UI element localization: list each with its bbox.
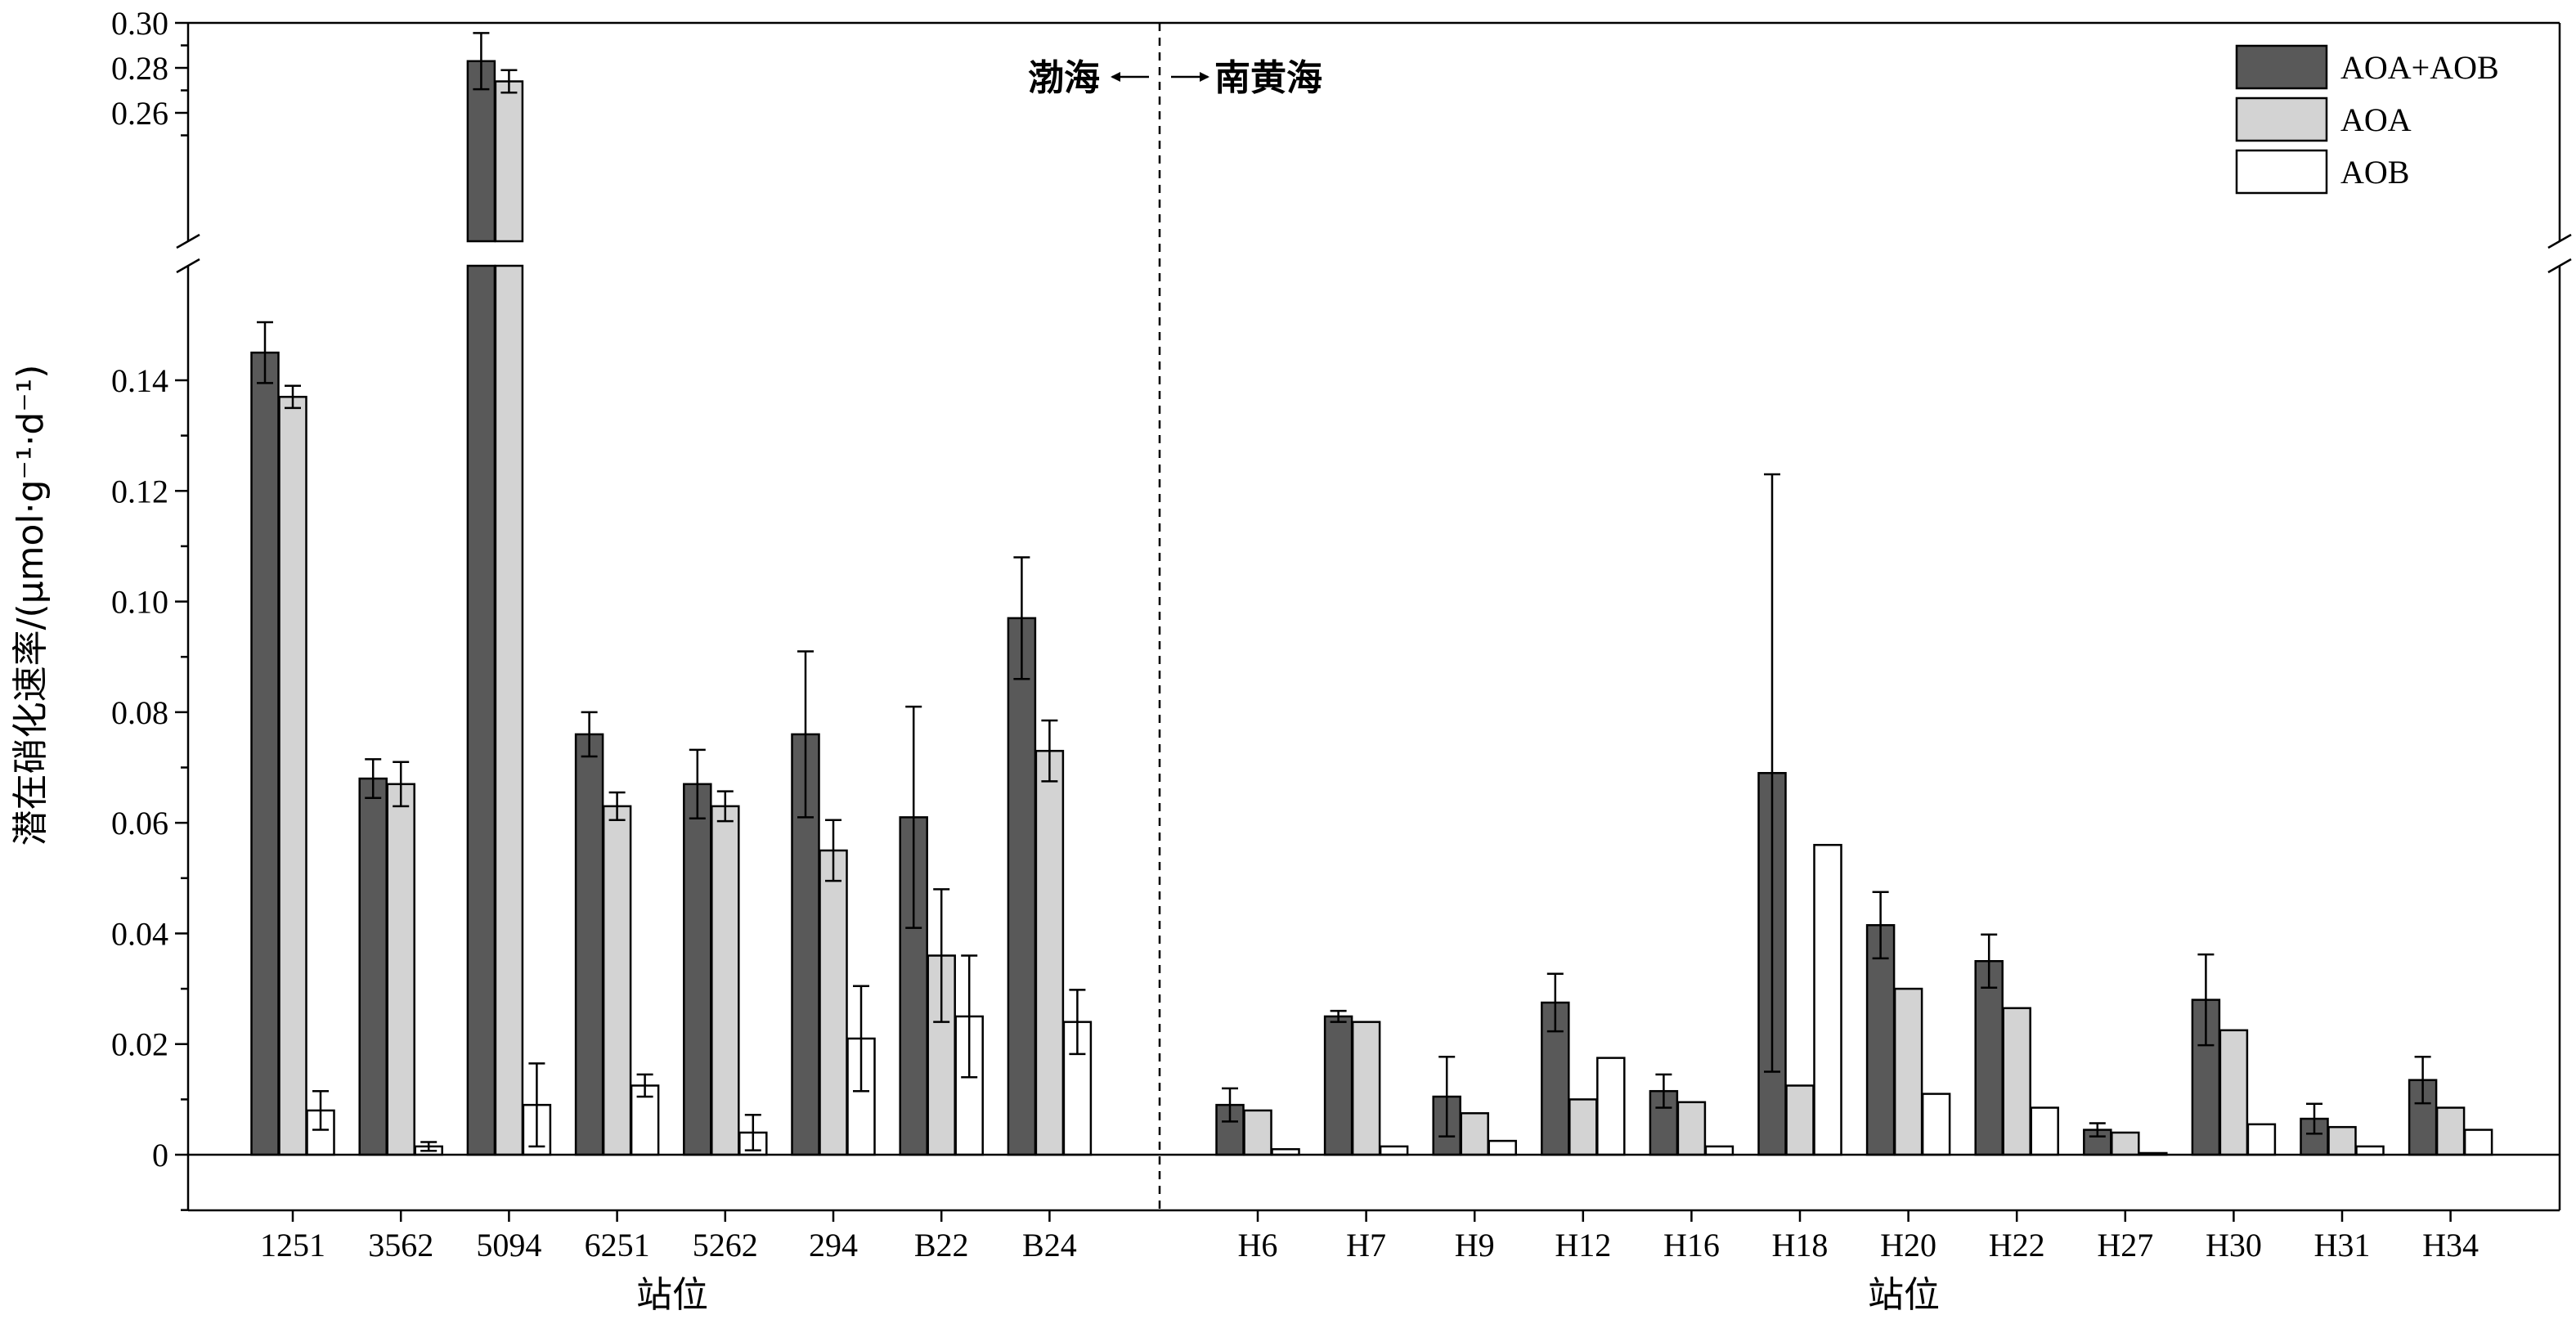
bar-aoa-h34 <box>2435 1106 2466 1156</box>
legend-label-aob: AOB <box>2340 154 2409 191</box>
x-tick-label-b22: B22 <box>914 1227 969 1263</box>
arrow-left-head <box>1111 72 1120 82</box>
bar-aoa-h20 <box>1893 987 1923 1156</box>
bar-aob-h12 <box>1596 1057 1626 1156</box>
bar-aoa-b24 <box>1034 749 1065 1156</box>
bar-aoa-h31 <box>2327 1125 2357 1156</box>
y-tick-0-14-label: 0.14 <box>111 362 168 399</box>
x-tick-label-5094: 5094 <box>476 1227 541 1263</box>
bar-aoa-h7 <box>1351 1021 1381 1156</box>
y-tick-0-26-label: 0.26 <box>111 95 168 132</box>
x-tick-label-3562: 3562 <box>368 1227 433 1263</box>
bar-aoa-aob-h7 <box>1323 1015 1353 1156</box>
bar-aoa-h16 <box>1676 1101 1707 1156</box>
bar-aob-h9 <box>1488 1139 1517 1156</box>
bar-aoa-h30 <box>2219 1029 2249 1156</box>
region-labels: 渤海 南黄海 <box>1028 57 1322 99</box>
y-tick-0-12-label: 0.12 <box>111 473 168 509</box>
y-tick-0-10-label: 0.10 <box>111 584 168 621</box>
axes-layer <box>175 21 2572 1222</box>
x-tick-label-h12: H12 <box>1555 1227 1611 1263</box>
legend-label-aoa: AOA <box>2340 101 2412 138</box>
axis-break-mark-left-top <box>176 233 200 249</box>
y-tick-0-08-label: 0.08 <box>111 694 168 731</box>
x-tick-label-h7: H7 <box>1346 1227 1386 1263</box>
y-tick-0-28-label: 0.28 <box>111 50 168 87</box>
y-tick-0-30-label: 0.30 <box>111 5 168 42</box>
y-tick-0-02-label: 0.02 <box>111 1026 168 1063</box>
legend-swatch-aoa <box>2235 96 2328 142</box>
x-tick-label-h18: H18 <box>1772 1227 1829 1263</box>
bar-aob-h31 <box>2355 1145 2385 1156</box>
x-tick-label-h27: H27 <box>2097 1227 2153 1263</box>
bar-aob-h30 <box>2246 1123 2277 1156</box>
bar-aoa-5094-upper <box>494 80 524 243</box>
bar-aoa-aob-5262 <box>683 783 712 1156</box>
bars-layer <box>250 32 2493 1156</box>
y-tick-0-04-label: 0.04 <box>111 915 168 952</box>
x-tick-label-h16: H16 <box>1663 1227 1720 1263</box>
bar-aob-h7 <box>1379 1145 1409 1156</box>
bar-aoa-3562 <box>386 783 415 1156</box>
bar-aoa-aob-3562 <box>358 777 388 1156</box>
bar-aoa-aob-b24 <box>1007 617 1037 1156</box>
x-tick-label-h6: H6 <box>1238 1227 1278 1263</box>
arrow-right-head <box>1200 72 1209 82</box>
bar-aoa-h18 <box>1785 1084 1815 1156</box>
bar-aoa-aob-5094-upper <box>466 60 496 243</box>
bar-aoa-aob-h20 <box>1865 924 1896 1156</box>
bar-aoa-5262 <box>711 805 740 1156</box>
legend: AOA+AOB AOA AOB <box>2235 44 2499 195</box>
bar-aoa-h27 <box>2111 1131 2140 1156</box>
bar-aoa-6251 <box>602 805 632 1156</box>
x-tick-label-h9: H9 <box>1455 1227 1495 1263</box>
axis-break-mark-left-bottom <box>176 258 200 274</box>
labels-layer: 1251 3562 5094 6251 5262 294 B22 B24 H6 H7 H9 H12 H1… <box>111 5 2479 1263</box>
legend-swatch-aob <box>2235 149 2328 195</box>
axis-break-mark-right-bottom <box>2547 258 2572 274</box>
bar-aoa-294 <box>819 849 848 1156</box>
bar-aob-h22 <box>2030 1106 2059 1156</box>
x-tick-label-h31: H31 <box>2314 1227 2371 1263</box>
y-tick-0-label: 0 <box>152 1137 168 1174</box>
x-tick-label-6251: 6251 <box>585 1227 650 1263</box>
x-axis-title-bohai: 站位 <box>636 1274 708 1316</box>
y-tick-0-06-label: 0.06 <box>111 805 168 842</box>
x-tick-label-h22: H22 <box>1989 1227 2045 1263</box>
x-tick-label-h34: H34 <box>2422 1227 2479 1263</box>
region-label-bohai: 渤海 <box>1028 57 1100 99</box>
region-label-south-yellow-sea: 南黄海 <box>1214 57 1322 99</box>
legend-label-aoa-aob: AOA+AOB <box>2340 49 2499 86</box>
bar-aoa-h9 <box>1460 1112 1489 1156</box>
bar-aoa-aob-5094-lower <box>466 264 496 1156</box>
x-axis-title-south-yellow-sea: 站位 <box>1868 1274 1940 1316</box>
x-tick-label-h20: H20 <box>1880 1227 1936 1263</box>
bar-aoa-h12 <box>1568 1098 1598 1156</box>
x-tick-label-294: 294 <box>809 1227 858 1263</box>
bar-aob-h18 <box>1813 843 1842 1156</box>
x-tick-label-1251: 1251 <box>260 1227 325 1263</box>
bar-aob-h34 <box>2463 1129 2493 1156</box>
bar-aoa-aob-1251 <box>250 351 280 1156</box>
bar-aob-h20 <box>1921 1093 1951 1156</box>
x-tick-label-5262: 5262 <box>693 1227 758 1263</box>
bar-aoa-h6 <box>1243 1109 1272 1156</box>
bar-aob-h16 <box>1704 1145 1735 1156</box>
y-axis-title: 潜在硝化速率/(μmol·g⁻¹·d⁻¹) <box>10 365 52 846</box>
axis-break-mark-right-top <box>2547 233 2572 249</box>
x-tick-label-h30: H30 <box>2206 1227 2262 1263</box>
bar-aoa-aob-6251 <box>574 733 604 1156</box>
bar-aoa-h22 <box>2002 1007 2031 1156</box>
bar-aoa-1251 <box>278 396 307 1156</box>
x-tick-label-b24: B24 <box>1022 1227 1077 1263</box>
bar-aoa-5094-lower <box>494 264 524 1156</box>
bar-aoa-aob-h22 <box>1974 960 2004 1156</box>
legend-swatch-aoa-aob <box>2235 44 2328 90</box>
